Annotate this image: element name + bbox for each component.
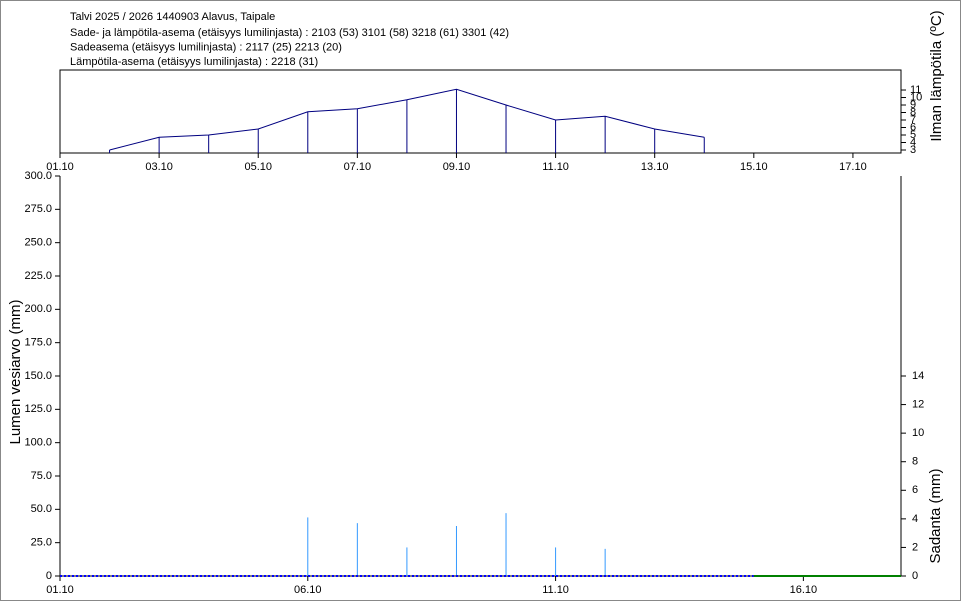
x-tick-label: 15.10 — [740, 161, 768, 173]
y2-axis-label: Sadanta (mm) — [927, 468, 944, 563]
subtitle: Lämpötila-asema (etäisyys lumilinjasta) … — [70, 56, 318, 68]
y-tick-label: 11 — [910, 84, 921, 96]
y-tick-label: 100.0 — [24, 437, 52, 449]
x-tick-label: 16.10 — [790, 584, 818, 596]
y-tick-label: 4 — [910, 136, 916, 148]
x-tick-label: 11.10 — [542, 161, 569, 173]
y-tick-label: 25.0 — [31, 537, 52, 549]
subtitle: Sade- ja lämpötila-asema (etäisyys lumil… — [70, 27, 509, 39]
y2-tick-label: 10 — [912, 427, 924, 439]
plot-frame — [59, 69, 902, 154]
x-tick-label: 13.10 — [641, 161, 669, 173]
y-tick-label: 225.0 — [24, 270, 52, 282]
y-tick-label: 50.0 — [31, 503, 52, 515]
y-tick-label: 6 — [910, 121, 916, 133]
x-tick-label: 05.10 — [244, 161, 272, 173]
x-tick-label: 06.10 — [294, 584, 322, 596]
y2-tick-label: 12 — [912, 398, 924, 410]
y-tick-label: 200.0 — [24, 303, 52, 315]
y2-tick-label: 8 — [912, 456, 918, 468]
y-tick-label: 10 — [910, 91, 922, 103]
chart-title: Talvi 2025 / 2026 1440903 Alavus, Taipal… — [70, 11, 275, 23]
y-tick-label: 8 — [910, 106, 916, 118]
y-tick-label: 275.0 — [24, 203, 52, 215]
y2-tick-label: 4 — [912, 513, 918, 525]
x-tick-label: 01.10 — [46, 161, 74, 173]
x-tick-label: 01.10 — [46, 584, 74, 596]
y-tick-label: 7 — [910, 114, 916, 126]
y2-tick-label: 6 — [912, 484, 918, 496]
y2-tick-label: 2 — [912, 541, 918, 553]
y-tick-label: 0 — [46, 570, 52, 582]
x-tick-label: 09.10 — [443, 161, 471, 173]
x-tick-label: 03.10 — [145, 161, 173, 173]
y-tick-label: 5 — [910, 129, 916, 141]
y-axis-label: Lumen vesiarvo (mm) — [7, 299, 24, 444]
x-tick-label: 11.10 — [542, 584, 569, 596]
y2-tick-label: 0 — [912, 570, 918, 582]
y-tick-label: 125.0 — [24, 403, 52, 415]
y-tick-label: 9 — [910, 99, 916, 111]
y-tick-label: 250.0 — [24, 237, 52, 249]
y-tick-label: 75.0 — [31, 470, 52, 482]
y-axis-label: Ilman lämpötila (ºC) — [928, 10, 945, 141]
y-tick-label: 3 — [910, 144, 916, 156]
y-tick-label: 175.0 — [24, 337, 52, 349]
subtitle: Sadeasema (etäisyys lumilinjasta) : 2117… — [70, 41, 342, 53]
y2-tick-label: 14 — [912, 370, 924, 382]
y-tick-label: 300.0 — [24, 170, 52, 182]
y-tick-label: 150.0 — [24, 370, 52, 382]
x-tick-label: 07.10 — [344, 161, 372, 173]
temperature-line — [109, 88, 705, 151]
x-tick-label: 17.10 — [839, 161, 867, 173]
